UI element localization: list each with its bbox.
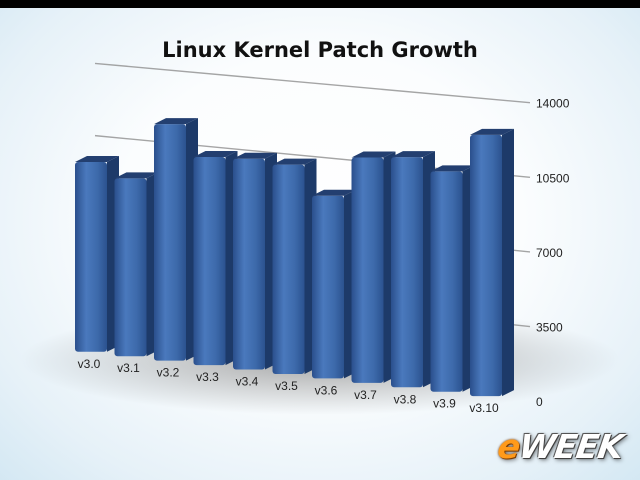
bar-top [351, 151, 396, 158]
bar [233, 152, 277, 370]
bar-top [154, 118, 198, 125]
bar-front [114, 178, 147, 357]
y-tick-label: 14000 [536, 97, 570, 111]
bar-front [312, 195, 344, 379]
x-tick-label: v3.9 [433, 397, 456, 411]
x-tick-label: v3.7 [354, 388, 377, 402]
bar [351, 151, 396, 383]
bar-chart: 0 3500 7000 10500 14000 v3.0 v3.1 v3.2 v3.3 v3.4 v… [20, 62, 620, 415]
bar-top [233, 152, 277, 159]
bar-top [114, 172, 159, 179]
x-tick-label: v3.0 [78, 357, 101, 371]
bar-top [193, 150, 238, 157]
bar-front [233, 158, 265, 370]
x-tick-label: v3.5 [275, 379, 298, 393]
bar-top [312, 189, 356, 196]
bar-front [154, 124, 186, 361]
gridline [94, 62, 531, 104]
x-tick-label: v3.6 [315, 383, 338, 397]
bar-front [391, 157, 423, 388]
bar [193, 150, 238, 366]
bar-front [351, 157, 384, 383]
y-tick-label: 3500 [536, 321, 563, 335]
eweek-logo: eWEEK [494, 427, 625, 466]
bar-front [75, 162, 107, 352]
bar-top [430, 165, 475, 172]
bar-side [502, 128, 514, 397]
bar-front [193, 156, 226, 366]
bar-front [470, 134, 502, 397]
chart-title: Linux Kernel Patch Growth [162, 38, 478, 62]
bar [114, 172, 159, 357]
x-tick-label: v3.8 [394, 392, 417, 406]
x-tick-label: v3.3 [196, 370, 219, 384]
bar [154, 118, 198, 361]
x-tick-label: v3.4 [236, 375, 259, 389]
bar-top [391, 151, 435, 158]
bar [75, 156, 119, 352]
bar [312, 189, 356, 379]
y-tick-label: 10500 [536, 171, 570, 185]
slide-background: Linux Kernel Patch Growth 0 3500 7000 10500… [0, 8, 640, 480]
x-tick-label: v3.10 [469, 401, 499, 415]
y-tick-label: 7000 [536, 246, 563, 260]
bar-front [430, 171, 463, 392]
bar [272, 158, 317, 374]
x-tick-label: v3.2 [157, 366, 180, 380]
y-tick-label: 0 [536, 395, 543, 409]
bar-front [272, 164, 305, 374]
bar-top [272, 158, 317, 165]
bar [470, 128, 514, 397]
x-tick-label: v3.1 [117, 361, 140, 375]
bar [430, 165, 475, 392]
bar [391, 151, 435, 388]
bar-top [470, 128, 514, 135]
bar-top [75, 156, 119, 163]
